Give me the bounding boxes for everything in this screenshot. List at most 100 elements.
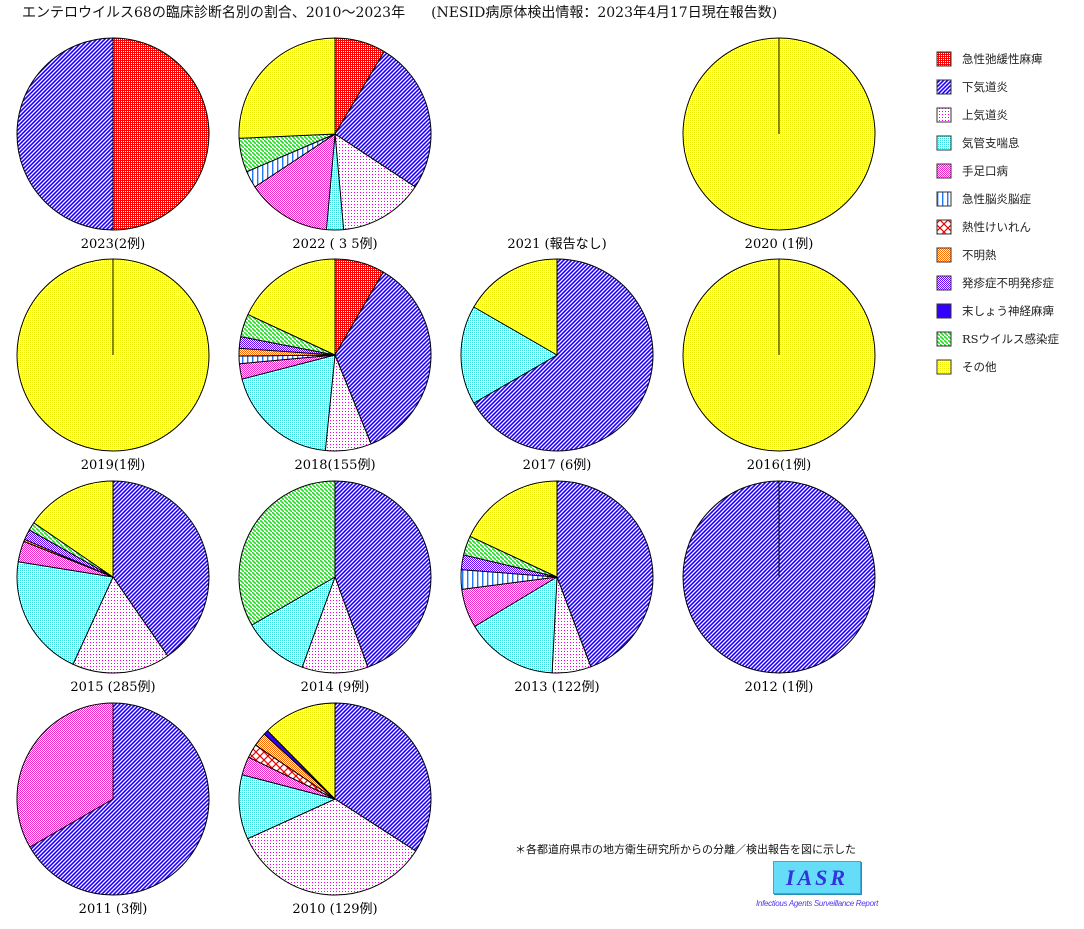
- pie-6: 2017 (6例): [460, 258, 654, 473]
- pie-10: 2013 (122例): [460, 480, 654, 695]
- pie-9: 2014 (9例): [238, 480, 432, 695]
- legend-swatch: [936, 107, 952, 123]
- pie-slice: [112, 37, 210, 231]
- legend-label: 上気道炎: [962, 108, 1008, 122]
- legend-label: 不明熱: [962, 248, 997, 262]
- pie-slice: [241, 354, 336, 452]
- legend-swatch: [936, 275, 952, 291]
- legend-swatch: [936, 303, 952, 319]
- legend-item: 下気道炎: [936, 79, 1008, 95]
- pie-slice: [267, 702, 336, 800]
- legend-swatch: [936, 191, 952, 207]
- pie-slice: [334, 480, 432, 668]
- pie-slice: [238, 37, 336, 139]
- pie-slice: [238, 480, 336, 626]
- legend-item: 末しょう神経麻痺: [936, 303, 1054, 319]
- pie-3: 2020 (1例): [682, 37, 876, 252]
- legend-item: 熱性けいれん: [936, 219, 1031, 235]
- pie-label: 2022 ( 3 5例): [292, 237, 377, 252]
- legend-item: 急性脳炎脳症: [936, 191, 1031, 207]
- pie-label: 2014 (9例): [301, 680, 370, 695]
- logo-subtitle: Infectious Agents Surveillance Report: [756, 899, 879, 908]
- legend-label: 下気道炎: [962, 80, 1008, 94]
- pie-label: 2015 (285例): [70, 680, 155, 695]
- pie-slice: [334, 133, 416, 231]
- pie-slice: [16, 37, 114, 231]
- legend-item: 気管支喘息: [936, 135, 1020, 151]
- pie-11: 2012 (1例): [682, 480, 876, 695]
- pie-slice: [247, 798, 417, 896]
- pie-2: 2021 (報告なし): [507, 237, 606, 252]
- pie-slice: [469, 480, 558, 578]
- pie-label: 2013 (122例): [514, 680, 599, 695]
- pie-label: 2019(1例): [81, 458, 146, 473]
- pie-slice: [29, 702, 210, 896]
- pie-label: 2010 (129例): [292, 902, 377, 917]
- legend-label: 手足口病: [962, 164, 1008, 178]
- legend-label: 急性弛緩性麻痺: [962, 52, 1043, 66]
- legend-item: RSウイルス感染症: [936, 331, 1060, 347]
- legend-swatch: [936, 163, 952, 179]
- pie-slice: [474, 576, 558, 674]
- legend-label: 気管支喘息: [962, 136, 1020, 150]
- pie-5: 2018(155例): [238, 258, 432, 473]
- legend-label: 急性脳炎脳症: [962, 192, 1031, 206]
- pie-slice: [254, 133, 336, 231]
- legend-swatch: [936, 331, 952, 347]
- legend-label: 熱性けいれん: [962, 220, 1031, 234]
- pie-label: 2016(1例): [747, 458, 812, 473]
- legend-swatch: [936, 51, 952, 67]
- pie-slice: [473, 258, 654, 452]
- legend-item: 手足口病: [936, 163, 1008, 179]
- pie-label: 2011 (3例): [79, 902, 148, 917]
- footnote: ＊各都道府県市の地方衛生研究所からの分離／検出報告を図に示した: [515, 843, 856, 856]
- pie-12: 2011 (3例): [16, 702, 210, 917]
- pie-slice: [72, 576, 169, 674]
- legend-item: 急性弛緩性麻痺: [936, 51, 1043, 67]
- pie-label: 2017 (6例): [523, 458, 592, 473]
- legend-label: RSウイルス感染症: [962, 332, 1060, 346]
- pie-label: 2012 (1例): [745, 680, 814, 695]
- pie-7: 2016(1例): [682, 258, 876, 473]
- pie-slice: [16, 702, 114, 848]
- pie-8: 2015 (285例): [16, 480, 210, 695]
- chart-title: エンテロウイルス68の臨床診断名別の割合、2010〜2023年 (NESID病原体…: [22, 2, 777, 22]
- legend-item: 不明熱: [936, 247, 997, 263]
- pie-1: 2022 ( 3 5例): [238, 37, 432, 252]
- pie-slice: [112, 480, 210, 657]
- pie-label: 2020 (1例): [745, 237, 814, 252]
- pie-0: 2023(2例): [16, 37, 210, 252]
- pie-label: 2018(155例): [294, 458, 375, 473]
- legend-label: 発疹症不明発疹症: [962, 276, 1054, 290]
- iasr-logo: IASR: [773, 861, 861, 894]
- pie-slice: [33, 480, 114, 578]
- legend-item: その他: [936, 359, 997, 375]
- pie-slice: [334, 271, 432, 445]
- pie-slice: [334, 51, 432, 188]
- legend-item: 発疹症不明発疹症: [936, 275, 1054, 291]
- pie-slice: [556, 480, 654, 668]
- legend-swatch: [936, 135, 952, 151]
- pie-label: 2023(2例): [81, 237, 146, 252]
- source-text: (NESID病原体検出情報：2023年4月17日現在報告数): [431, 5, 778, 21]
- legend-label: その他: [962, 360, 997, 374]
- title-text: エンテロウイルス68の臨床診断名別の割合、2010〜2023年: [22, 5, 406, 21]
- pie-slice: [238, 774, 336, 840]
- pie-slice: [473, 258, 558, 356]
- pie-slice: [16, 561, 114, 665]
- pie-label: 2021 (報告なし): [507, 237, 606, 252]
- legend: 急性弛緩性麻痺下気道炎上気道炎気管支喘息手足口病急性脳炎脳症熱性けいれん不明熱発…: [936, 51, 1060, 375]
- pie-slice: [247, 258, 336, 356]
- legend-label: 末しょう神経麻痺: [962, 304, 1054, 318]
- legend-swatch: [936, 247, 952, 263]
- pie-slice: [301, 576, 369, 674]
- legend-swatch: [936, 79, 952, 95]
- legend-item: 上気道炎: [936, 107, 1008, 123]
- pie-slice: [460, 306, 558, 404]
- pie-13: 2010 (129例): [238, 702, 432, 917]
- legend-swatch: [936, 219, 952, 235]
- pie-slice: [251, 576, 336, 668]
- pie-4: 2019(1例): [16, 258, 210, 473]
- legend-swatch: [936, 359, 952, 375]
